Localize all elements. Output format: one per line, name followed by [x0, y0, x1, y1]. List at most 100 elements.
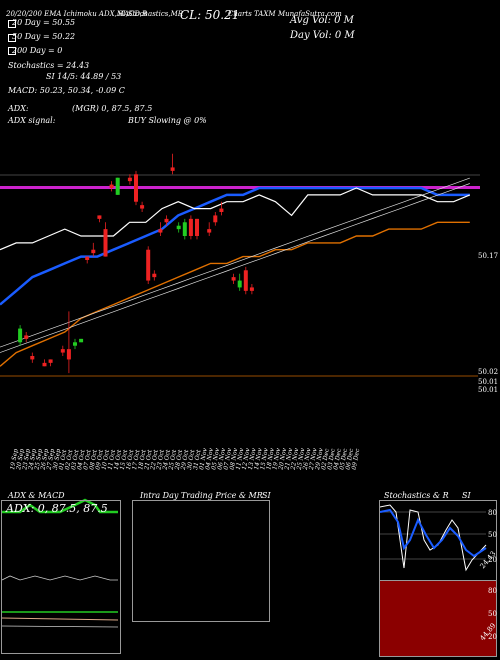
candle-body	[140, 205, 145, 209]
date-tick-label: 18 Oct	[137, 449, 148, 471]
date-tick-label: 04 Oct	[76, 449, 87, 471]
date-tick-label: 25 Oct	[168, 449, 179, 472]
date-tick-label: 20 Sep	[15, 448, 26, 471]
date-tick-label: 13 Nov	[247, 447, 258, 470]
source-label: MunafaSutra.com	[278, 10, 342, 18]
date-tick-label: 22 Nov	[290, 447, 301, 471]
stoch-level-80: 80	[488, 509, 497, 517]
stoch-panel	[379, 500, 497, 582]
price-label-2: 50.02	[478, 368, 499, 376]
date-tick-label: 22 Oct	[149, 449, 160, 472]
magenta-band	[0, 186, 480, 189]
adx-line	[2, 498, 118, 514]
date-tick-label: 10 Oct	[101, 449, 112, 471]
date-tick-label: 07 Nov	[223, 447, 234, 470]
candle-body	[158, 229, 163, 233]
date-tick-label: 01 Oct	[58, 449, 69, 471]
candle-body	[152, 273, 157, 278]
date-tick-label: 21 Nov	[283, 447, 294, 471]
candle-body	[237, 280, 242, 288]
candle-body	[182, 222, 187, 236]
date-tick-label: 05 Nov	[210, 447, 221, 470]
close-price: CL: 50.21	[180, 8, 240, 22]
intraday-si: SI	[262, 491, 271, 500]
date-tick-label: 23 Oct	[155, 449, 166, 472]
stoch-level-20: 20	[488, 556, 497, 564]
date-tick-label: 17 Oct	[131, 449, 142, 471]
stoch-si: SI	[462, 491, 471, 500]
candle-body	[170, 167, 175, 171]
candle-body	[97, 215, 102, 219]
date-tick-label: 19 Sep	[9, 448, 20, 470]
price-label-4: 50.01	[478, 386, 499, 394]
date-tick-label: 11 Nov	[235, 447, 246, 470]
ema200-box	[8, 47, 16, 55]
date-tick-label: 04 Dec	[332, 448, 343, 471]
mr-level-20: 20	[488, 633, 497, 641]
date-tick-label: 24 Sep	[27, 448, 38, 471]
date-tick-label: 06 Dec	[345, 448, 356, 471]
date-tick-label: 01 Nov	[198, 447, 209, 470]
candle-body	[91, 249, 96, 254]
ema50-label: 50 Day = 50.22	[12, 32, 76, 41]
date-tick-label: 28 Oct	[174, 449, 185, 472]
date-tick-label: 05 Dec	[338, 448, 349, 471]
candle-body	[127, 177, 132, 182]
candle-body	[146, 249, 151, 281]
candle-body	[48, 359, 53, 363]
candle-body	[30, 356, 35, 360]
date-tick-label: 07 Oct	[82, 449, 93, 471]
ema200-label: 200 Day = 0	[12, 46, 63, 55]
candle-body	[219, 208, 224, 212]
date-tick-label: 11 Oct	[107, 449, 118, 471]
candle-body	[24, 335, 29, 339]
date-tick-label: 14 Oct	[113, 449, 124, 471]
candle-body	[18, 328, 23, 343]
date-tick-label: 04 Nov	[204, 447, 215, 470]
date-tick-label: 16 Oct	[125, 449, 136, 471]
date-tick-label: 12 Nov	[241, 447, 252, 470]
date-tick-label: 08 Nov	[229, 447, 240, 470]
candle-body	[243, 270, 248, 291]
date-tick-label: 26 Sep	[39, 448, 50, 471]
stoch-d-line	[379, 508, 487, 558]
date-tick-label: 29 Oct	[180, 449, 191, 472]
ema20-box	[8, 20, 16, 28]
date-tick-label: 24 Oct	[161, 449, 172, 472]
candle-body	[249, 287, 254, 291]
macd-hist-line	[1, 625, 119, 628]
stoch-label: Stochastics = 24.43	[8, 61, 90, 70]
date-tick-label: 30 Oct	[186, 449, 197, 471]
date-tick-label: 27 Nov	[308, 447, 319, 471]
ema20-label: 20 Day = 50.55	[12, 18, 76, 27]
date-tick-label: 21 Oct	[143, 449, 154, 472]
candle-body	[42, 362, 47, 367]
candle-body	[176, 225, 181, 230]
date-tick-label: 02 Oct	[64, 449, 75, 471]
date-tick-label: 15 Nov	[259, 447, 270, 470]
candle-body	[103, 229, 108, 257]
intraday-title: Intra Day Trading Price & MR	[140, 491, 263, 500]
date-tick-label: 15 Oct	[119, 449, 130, 471]
date-tick-label: 09 Oct	[94, 449, 105, 471]
candle-body	[188, 218, 193, 236]
ema20-line	[0, 187, 471, 251]
candle-body	[213, 215, 218, 223]
ticker-line: 20/20/200 EMA Ichimoku ADX,MACD,B	[6, 10, 148, 18]
date-tick-label: 27 Sep	[46, 448, 57, 471]
adx-overlay: ADX: 0, 87.5, 87.5	[6, 502, 108, 515]
intraday-panel	[132, 500, 270, 622]
candle-body	[109, 184, 114, 188]
adx-values: (MGR) 0, 87.5, 87.5	[72, 104, 153, 113]
candle-body	[79, 338, 84, 343]
si-label: SI 14/5: 44.89 / 53	[46, 72, 122, 81]
ema-orange-line	[0, 221, 470, 367]
stoch-line: SI,Stochastics,MR	[118, 10, 184, 18]
candle-body	[134, 174, 138, 202]
chart-line: Charts TAXM	[228, 10, 276, 18]
date-tick-label: 08 Oct	[88, 449, 99, 471]
date-tick-label: 20 Nov	[277, 447, 288, 471]
date-tick-label: 30 Sep	[52, 448, 63, 470]
ema50-box	[8, 34, 16, 42]
adx-label: ADX:	[8, 104, 29, 113]
